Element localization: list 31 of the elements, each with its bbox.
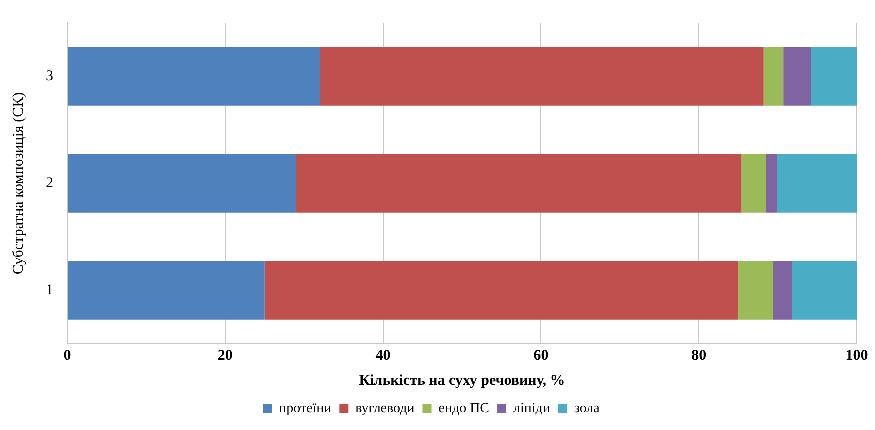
y-tick-label: 3	[46, 68, 54, 84]
legend-label: ендо ПС	[438, 402, 490, 417]
legend-label: вуглеводи	[356, 402, 416, 417]
legend-label: протеїни	[279, 402, 332, 417]
bar	[264, 261, 739, 320]
x-tick-label: 0	[64, 348, 72, 364]
y-tick-label: 2	[46, 175, 54, 192]
bar	[766, 154, 778, 213]
x-axis-title: Кількість на суху речовину, %	[359, 372, 566, 389]
bar	[811, 47, 857, 106]
bar	[738, 261, 774, 320]
bar	[792, 261, 857, 320]
legend-label: зола	[574, 402, 601, 417]
bar	[320, 47, 764, 106]
bar	[764, 47, 784, 106]
x-tick-label: 100	[846, 348, 868, 364]
x-tick-label: 80	[692, 348, 707, 364]
bar	[68, 47, 320, 106]
bar	[777, 154, 857, 213]
bar	[773, 261, 792, 320]
y-tick-label: 1	[46, 282, 54, 298]
y-axis-title: Субстратна композиція (СК)	[10, 92, 27, 275]
x-tick-label: 60	[534, 348, 549, 364]
x-tick-label: 40	[376, 348, 391, 364]
bar	[68, 154, 296, 213]
bar	[742, 154, 766, 213]
bar	[68, 261, 265, 320]
bar	[296, 154, 742, 213]
x-tick-label: 20	[218, 348, 233, 364]
legend-label: ліпіди	[514, 402, 551, 417]
bar	[784, 47, 812, 106]
